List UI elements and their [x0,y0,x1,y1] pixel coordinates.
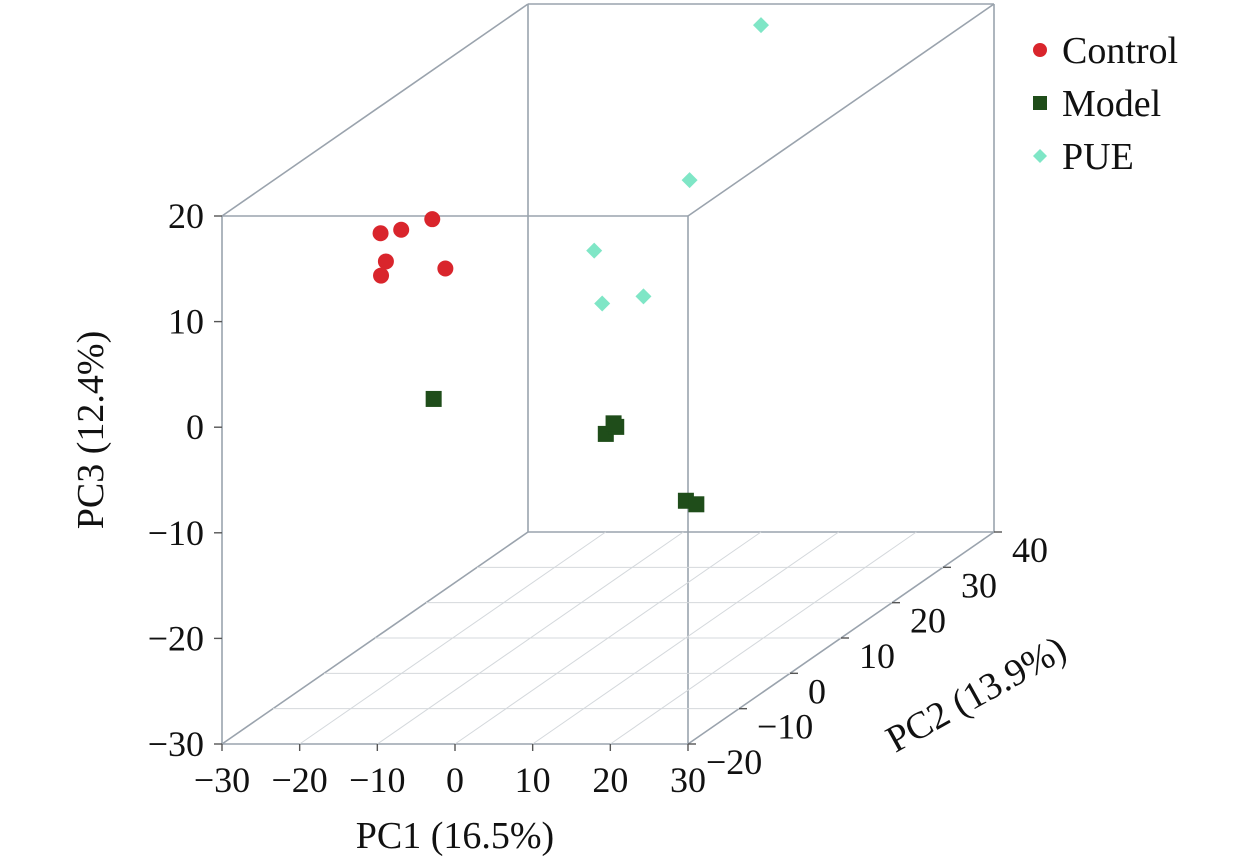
box-edge [221,3,529,217]
y-tick-label: 10 [859,636,895,676]
point-model [425,390,442,407]
x-tick-label: −30 [194,760,250,800]
x-axis-title: PC1 (16.5%) [356,815,554,857]
data-points [372,17,769,513]
point-pue [681,172,698,189]
z-tick-label: −30 [148,724,204,764]
legend-marker-pue [1033,149,1047,163]
legend-label-model: Model [1062,83,1161,125]
x-tick-label: −20 [272,760,328,800]
z-tick-label: 20 [168,196,204,236]
y-tick-label: −10 [757,707,813,747]
z-tick-label: 0 [186,407,204,447]
legend-marker-model [1033,96,1047,110]
axis-ticks: −30 −20 −10 0 10 20 30 −20−10010203040−30−20−10… [148,196,1048,800]
y-tick-label: 20 [910,601,946,641]
z-tick-label: −20 [148,618,204,658]
x-tick-label: 10 [515,760,551,800]
point-control [424,211,441,228]
point-control [437,260,454,277]
x-tick-label: 20 [592,760,628,800]
y-tick-label: −20 [706,742,762,782]
y-axis-title: PC2 (13.9%) [879,628,1073,761]
z-tick-label: 10 [168,302,204,342]
point-pue [753,17,769,34]
point-control [393,221,410,238]
point-pue [586,242,603,259]
point-control [377,253,394,270]
box-edge [687,3,995,217]
x-tick-label: −10 [349,760,405,800]
point-control [373,267,390,284]
y-tick-label: 30 [961,565,997,605]
z-tick-label: −10 [148,513,204,553]
point-pue [635,288,652,305]
floor-grid [273,531,943,745]
legend-marker-control [1033,43,1047,57]
plot-box [221,3,995,745]
z-axis-title: PC3 (12.4%) [70,331,112,529]
x-tick-label: 0 [446,760,464,800]
point-pue [594,295,611,312]
point-model [688,496,705,513]
legend-label-control: Control [1062,30,1178,72]
point-model [605,415,622,432]
legend-label-pue: PUE [1062,136,1134,178]
y-tick-label: 0 [808,671,826,711]
point-control [372,225,389,242]
x-tick-label: 30 [670,760,706,800]
y-tick-label: 40 [1012,530,1048,570]
legend: Control Model PUE [1033,30,1178,178]
